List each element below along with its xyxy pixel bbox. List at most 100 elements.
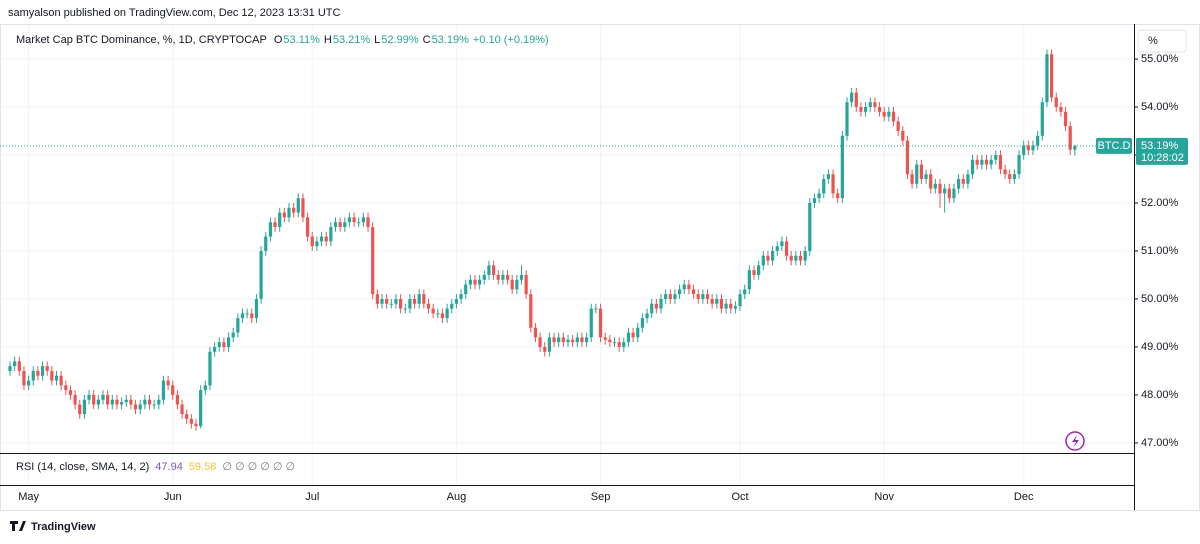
candle: [87, 390, 91, 405]
candle-body: [975, 159, 979, 165]
candle-body: [784, 241, 789, 256]
candle: [338, 217, 342, 232]
countdown-label: 10:28:02: [1141, 152, 1184, 164]
candle-body: [803, 250, 807, 261]
candle-body: [598, 308, 603, 338]
candle-body: [310, 236, 314, 247]
candle: [775, 241, 779, 256]
candle-body: [961, 178, 965, 184]
candle: [1045, 49, 1049, 108]
candle-body: [636, 327, 640, 338]
candle: [245, 308, 249, 319]
candle-body: [250, 313, 254, 319]
candle-body: [585, 337, 589, 343]
candle-body: [775, 246, 779, 251]
candle-body: [1045, 54, 1049, 103]
candle: [552, 332, 556, 347]
candle: [259, 246, 263, 304]
candle-body: [445, 308, 449, 319]
candle: [822, 174, 826, 199]
candle-body: [631, 332, 635, 338]
candle-body: [826, 174, 830, 179]
candle-body: [324, 236, 328, 242]
candle-body: [147, 399, 152, 405]
candle: [612, 337, 617, 347]
candle: [524, 270, 528, 299]
candle: [64, 380, 68, 395]
candle: [850, 87, 854, 108]
candle: [947, 183, 951, 203]
candle-body: [947, 188, 951, 199]
candle-body: [822, 178, 826, 194]
candle-body: [966, 174, 970, 184]
candle: [510, 274, 514, 295]
candle: [626, 327, 631, 347]
candle-body: [1026, 145, 1030, 151]
candle-body: [222, 342, 226, 347]
candle-body: [343, 222, 347, 227]
candle: [68, 385, 73, 400]
candle: [78, 399, 82, 419]
candle-body: [361, 217, 365, 223]
candle: [771, 246, 775, 266]
candle: [896, 116, 900, 136]
candle: [213, 342, 217, 357]
legend-key: C: [423, 34, 431, 46]
candle-body: [761, 255, 765, 266]
candle-body: [608, 339, 612, 343]
candle-body: [296, 198, 300, 213]
candle-body: [1059, 107, 1063, 112]
candle-body: [952, 188, 956, 199]
candle-body: [1012, 174, 1016, 179]
rsi-value: 47.94: [155, 461, 183, 473]
candle-body: [887, 111, 891, 117]
candle: [794, 250, 798, 266]
candle: [110, 394, 114, 410]
candle: [715, 294, 719, 309]
scale-button-label[interactable]: %: [1148, 35, 1158, 47]
candle-body: [180, 404, 184, 415]
candle: [580, 332, 584, 347]
lightning-icon[interactable]: [1065, 431, 1085, 451]
chart-frame: [0, 24, 1200, 511]
scale-button[interactable]: [1137, 29, 1187, 53]
candle: [133, 399, 138, 415]
candle: [129, 394, 133, 410]
candle-body: [264, 236, 268, 251]
candle-body: [664, 294, 668, 299]
candle-body: [622, 342, 626, 347]
icon-bolt[interactable]: [1072, 435, 1079, 448]
candle: [264, 231, 268, 256]
candle-body: [705, 294, 710, 299]
candle: [905, 135, 910, 179]
candle: [380, 294, 384, 309]
candle: [938, 178, 942, 208]
candle-body: [319, 236, 324, 242]
candle: [399, 294, 403, 314]
candle: [31, 366, 35, 386]
candle: [952, 183, 956, 203]
candle-body: [231, 332, 235, 338]
candle: [96, 394, 100, 410]
candle-body: [501, 274, 505, 280]
y-tick-label: 47.00%: [1141, 437, 1179, 449]
candle: [943, 183, 947, 213]
candle-body: [543, 346, 547, 352]
icon-ring[interactable]: [1065, 431, 1085, 451]
candle: [171, 380, 175, 400]
candle-body: [245, 313, 249, 315]
candle: [789, 250, 793, 266]
candle: [812, 193, 817, 208]
candle-body: [375, 294, 379, 304]
candle-body: [980, 159, 984, 165]
candle-body: [864, 107, 868, 112]
legend-value: 53.21%: [333, 34, 371, 46]
x-tick-label: Jul: [305, 491, 319, 503]
candle: [124, 394, 128, 407]
candle-body: [510, 279, 514, 290]
candle: [389, 298, 393, 309]
candle-body: [645, 313, 649, 319]
candle-body: [152, 404, 156, 406]
candle: [45, 361, 49, 376]
